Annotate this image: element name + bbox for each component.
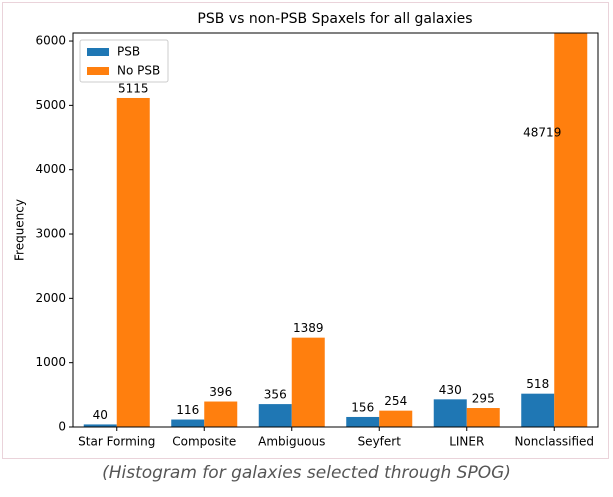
y-tick-label: 0 [58,420,66,434]
value-label: 396 [209,385,232,399]
chart-title: PSB vs non-PSB Spaxels for all galaxies [197,11,472,27]
chart: PSB vs non-PSB Spaxels for all galaxies … [13,11,599,449]
x-tick-label: Star Forming [78,435,155,449]
value-label: 356 [264,388,287,402]
value-label: 1389 [293,321,324,335]
legend-label: No PSB [117,64,160,78]
bar [291,337,325,427]
bar [379,410,413,427]
value-label: 116 [176,403,199,417]
plot-frame [72,32,599,428]
bar [521,393,555,427]
bar [554,33,588,427]
bar [83,424,117,427]
value-label: 254 [384,394,407,408]
value-label: 430 [439,383,462,397]
value-label: 295 [472,392,495,406]
legend-swatch [87,48,109,56]
bar [258,404,292,427]
x-tick-label: Ambiguous [258,435,325,449]
legend-swatch [87,67,109,75]
bars [83,33,588,427]
bar [204,401,238,427]
y-tick-label: 3000 [35,227,66,241]
bar [171,419,205,427]
legend-label: PSB [117,45,140,59]
value-label: 48719 [523,126,561,140]
value-label: 5115 [118,81,149,95]
bar [346,416,380,427]
y-axis-label: Frequency [13,199,27,261]
y-tick-label: 6000 [35,34,66,48]
x-tick-label: Nonclassified [514,435,594,449]
value-label: 518 [526,377,549,391]
caption: (Histogram for galaxies selected through… [102,463,511,483]
bar [116,97,150,427]
x-tick-label: Seyfert [358,435,402,449]
bar [433,399,467,427]
y-tick-label: 5000 [35,98,66,112]
y-tick-label: 2000 [35,291,66,305]
value-label: 156 [351,400,374,414]
x-tick-label: LINER [449,435,484,449]
bar [466,408,500,427]
x-tick-label: Composite [172,435,236,449]
y-tick-label: 1000 [35,355,66,369]
chart-frame [2,2,609,459]
value-label: 40 [93,408,108,422]
y-tick-label: 4000 [35,162,66,176]
